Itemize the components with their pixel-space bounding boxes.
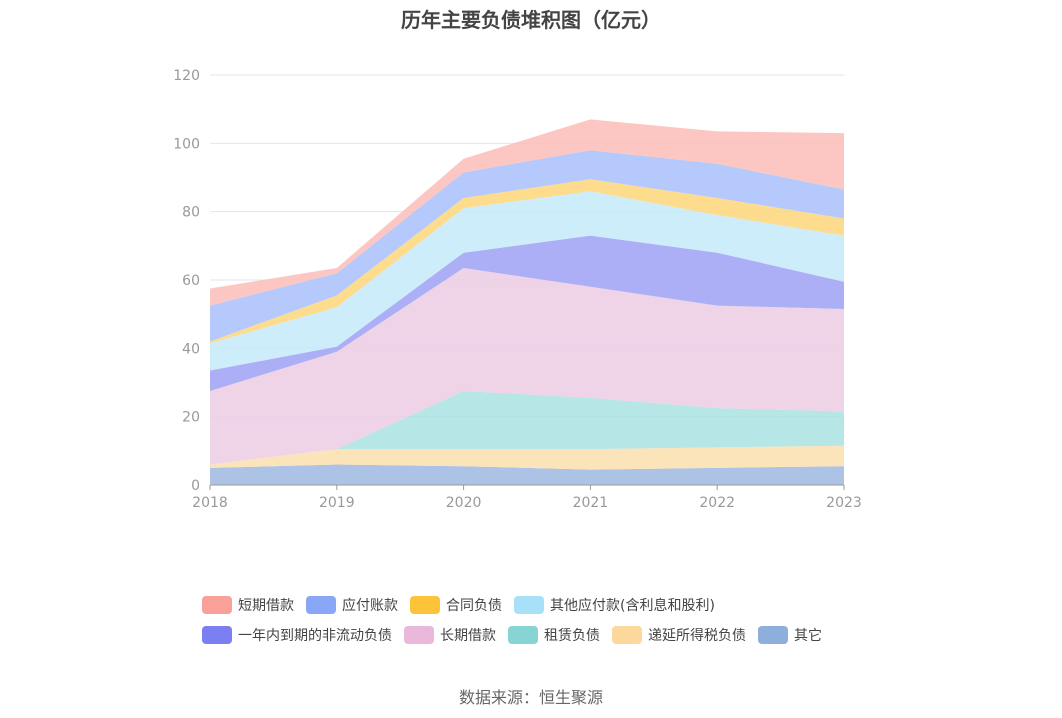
y-tick-label: 20 [182, 410, 200, 426]
legend-item[interactable]: 合同负债 [410, 595, 502, 615]
legend-label: 租赁负债 [544, 628, 600, 644]
x-tick-label: 2022 [699, 495, 735, 511]
x-tick-label: 2018 [192, 495, 228, 511]
legend-item[interactable]: 租赁负债 [508, 625, 600, 645]
legend-label: 一年内到期的非流动负债 [238, 628, 392, 644]
legend-swatch [508, 626, 538, 644]
legend-swatch [202, 626, 232, 644]
legend-swatch [404, 626, 434, 644]
area-series-4 [210, 235, 844, 391]
legend-row: 一年内到期的非流动负债 长期借款 租赁负债 递延所得税负债 其它 [202, 620, 882, 650]
legend-label: 其它 [794, 628, 822, 644]
legend-item[interactable]: 一年内到期的非流动负债 [202, 625, 392, 645]
legend-swatch [612, 626, 642, 644]
x-tick-label: 2020 [446, 495, 482, 511]
stacked-areas [210, 119, 844, 485]
legend-label: 其他应付款(含利息和股利) [550, 598, 715, 614]
y-tick-label: 120 [173, 68, 200, 84]
area-series-2 [210, 391, 844, 465]
area-series-5 [210, 191, 844, 371]
legend-item[interactable]: 其他应付款(含利息和股利) [514, 595, 715, 615]
y-tick-label: 60 [182, 273, 200, 289]
y-tick-label: 0 [191, 478, 200, 494]
legend-swatch [514, 596, 544, 614]
legend-label: 递延所得税负债 [648, 628, 746, 644]
legend-label: 短期借款 [238, 598, 294, 614]
y-tick-label: 100 [173, 136, 200, 152]
legend-item[interactable]: 长期借款 [404, 625, 496, 645]
x-tick-label: 2021 [573, 495, 609, 511]
legend-row: 短期借款 应付账款 合同负债 其他应付款(含利息和股利) [202, 590, 882, 620]
area-series-1 [210, 445, 844, 470]
area-series-3 [210, 268, 844, 465]
chart-title: 历年主要负债堆积图（亿元） [401, 8, 661, 32]
legend-label: 合同负债 [446, 598, 502, 614]
legend-item[interactable]: 应付账款 [306, 595, 398, 615]
legend-label: 长期借款 [440, 628, 496, 644]
area-series-0 [210, 464, 844, 485]
legend-swatch [410, 596, 440, 614]
legend-item[interactable]: 其它 [758, 625, 822, 645]
legend: 短期借款 应付账款 合同负债 其他应付款(含利息和股利) 一年内到期的非流动负债 长期借… [202, 590, 882, 650]
area-series-7 [210, 150, 844, 342]
x-tick-label: 2023 [826, 495, 862, 511]
y-tick-label: 40 [182, 341, 200, 357]
area-series-8 [210, 119, 844, 306]
legend-item[interactable]: 递延所得税负债 [612, 625, 746, 645]
x-tick-label: 2019 [319, 495, 355, 511]
y-tick-label: 80 [182, 205, 200, 221]
legend-swatch [306, 596, 336, 614]
axes: 0 20 40 60 80 100 120 2018 2019 2020 2021 2022 2023 [173, 68, 862, 511]
legend-swatch [758, 626, 788, 644]
area-chart: 0 20 40 60 80 100 120 2018 2019 2020 2021 2022 2023 [173, 68, 862, 511]
legend-label: 应付账款 [342, 598, 398, 614]
legend-swatch [202, 596, 232, 614]
legend-item[interactable]: 短期借款 [202, 595, 294, 615]
data-source: 数据来源：恒生聚源 [458, 688, 603, 707]
